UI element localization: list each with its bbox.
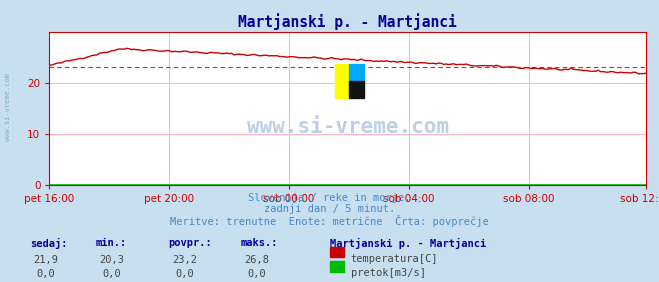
Bar	[349, 81, 364, 98]
Text: 26,8: 26,8	[244, 255, 270, 265]
Text: Slovenija / reke in morje.: Slovenija / reke in morje.	[248, 193, 411, 203]
Text: 0,0: 0,0	[248, 269, 266, 279]
Title: Martjanski p. - Martjanci: Martjanski p. - Martjanci	[239, 13, 457, 30]
Text: maks.:: maks.:	[241, 238, 278, 248]
Text: 23,2: 23,2	[172, 255, 197, 265]
Text: temperatura[C]: temperatura[C]	[351, 254, 438, 264]
Text: zadnji dan / 5 minut.: zadnji dan / 5 minut.	[264, 204, 395, 214]
Text: 0,0: 0,0	[37, 269, 55, 279]
Text: pretok[m3/s]: pretok[m3/s]	[351, 268, 426, 278]
Text: www.si-vreme.com: www.si-vreme.com	[5, 73, 11, 141]
Text: 20,3: 20,3	[100, 255, 125, 265]
Text: sedaj:: sedaj:	[30, 238, 67, 249]
Text: min.:: min.:	[96, 238, 127, 248]
Text: www.si-vreme.com: www.si-vreme.com	[246, 117, 449, 137]
Text: Martjanski p. - Martjanci: Martjanski p. - Martjanci	[330, 238, 486, 249]
Text: 0,0: 0,0	[175, 269, 194, 279]
Bar	[349, 64, 364, 81]
Text: povpr.:: povpr.:	[168, 238, 212, 248]
Bar	[335, 64, 349, 98]
Text: Meritve: trenutne  Enote: metrične  Črta: povprečje: Meritve: trenutne Enote: metrične Črta: …	[170, 215, 489, 227]
Text: 0,0: 0,0	[103, 269, 121, 279]
Text: 21,9: 21,9	[34, 255, 59, 265]
